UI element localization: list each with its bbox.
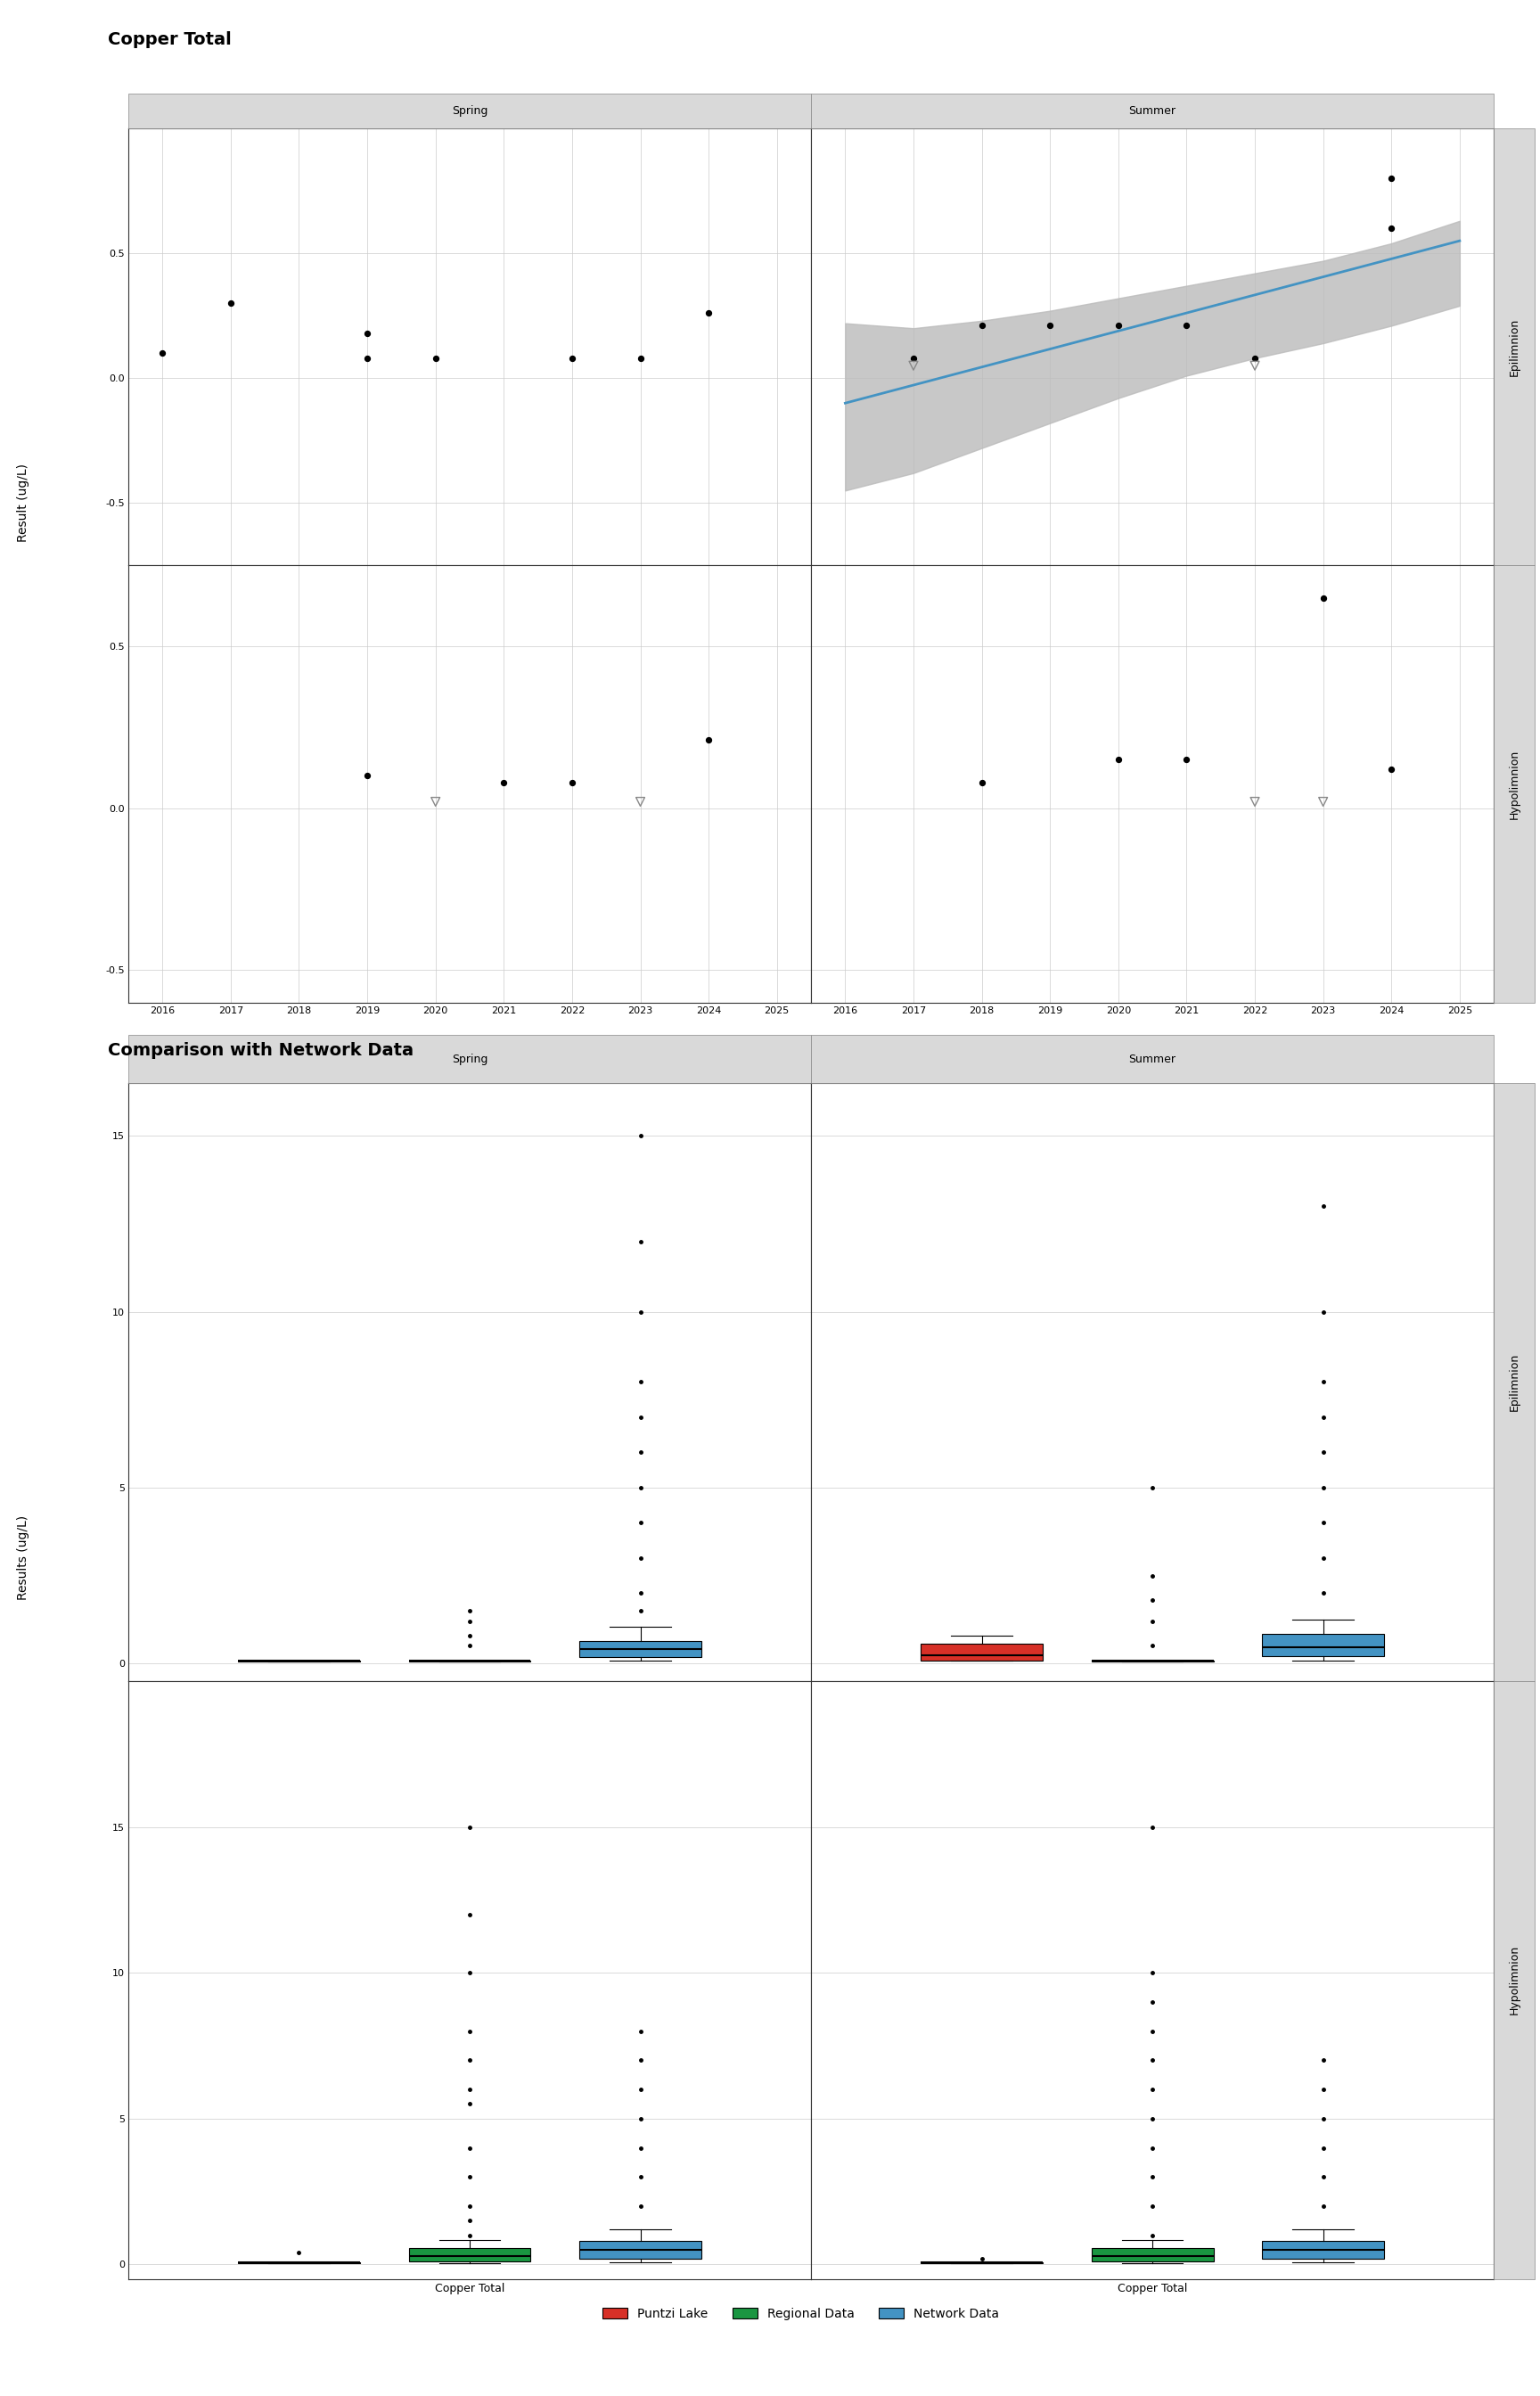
Point [559, 764, 584, 803]
Point [354, 338, 379, 376]
Point [1038, 307, 1063, 345]
FancyBboxPatch shape [1494, 1682, 1535, 2279]
FancyBboxPatch shape [1494, 129, 1535, 565]
Point [696, 295, 721, 333]
Text: Epilimnion: Epilimnion [1509, 1354, 1520, 1411]
Point [559, 338, 584, 376]
Point [969, 307, 993, 345]
Text: Summer: Summer [1129, 105, 1177, 117]
Point [1378, 158, 1403, 196]
PathPatch shape [579, 1641, 701, 1658]
Legend: Puntzi Lake, Regional Data, Network Data: Puntzi Lake, Regional Data, Network Data [602, 2307, 999, 2319]
Point [901, 338, 926, 376]
Text: Comparison with Network Data: Comparison with Network Data [108, 1042, 414, 1059]
Point [1243, 347, 1267, 386]
Point [969, 764, 993, 803]
Text: Hypolimnion: Hypolimnion [1509, 750, 1520, 819]
Text: Summer: Summer [1129, 1054, 1177, 1064]
Point [628, 783, 653, 822]
Text: Spring: Spring [451, 1054, 488, 1064]
Point [1106, 307, 1130, 345]
Point [901, 347, 926, 386]
Point [1378, 208, 1403, 247]
Point [1311, 783, 1335, 822]
Text: Hypolimnion: Hypolimnion [1509, 1946, 1520, 2015]
FancyBboxPatch shape [128, 1035, 812, 1083]
FancyBboxPatch shape [1494, 1083, 1535, 1682]
FancyBboxPatch shape [812, 93, 1494, 129]
PathPatch shape [408, 2247, 531, 2262]
FancyBboxPatch shape [1494, 565, 1535, 1002]
Point [491, 764, 516, 803]
Point [1173, 740, 1198, 779]
Point [354, 757, 379, 795]
Point [149, 333, 174, 371]
PathPatch shape [1263, 2240, 1384, 2259]
PathPatch shape [1263, 1634, 1384, 1656]
Point [219, 285, 243, 323]
Point [1311, 580, 1335, 618]
Text: Spring: Spring [451, 105, 488, 117]
Point [1173, 307, 1198, 345]
Point [696, 721, 721, 760]
Point [1106, 740, 1130, 779]
Point [628, 338, 653, 376]
Point [354, 314, 379, 352]
Text: Epilimnion: Epilimnion [1509, 319, 1520, 376]
Text: Results (ug/L): Results (ug/L) [17, 1514, 29, 1601]
Point [424, 783, 448, 822]
Text: Copper Total: Copper Total [108, 31, 231, 48]
PathPatch shape [921, 1644, 1043, 1660]
Point [1243, 338, 1267, 376]
Point [1378, 750, 1403, 788]
Point [424, 338, 448, 376]
PathPatch shape [579, 2240, 701, 2259]
Point [1243, 783, 1267, 822]
FancyBboxPatch shape [128, 93, 812, 129]
FancyBboxPatch shape [812, 1035, 1494, 1083]
PathPatch shape [1092, 2247, 1214, 2262]
Text: Result (ug/L): Result (ug/L) [17, 465, 29, 541]
